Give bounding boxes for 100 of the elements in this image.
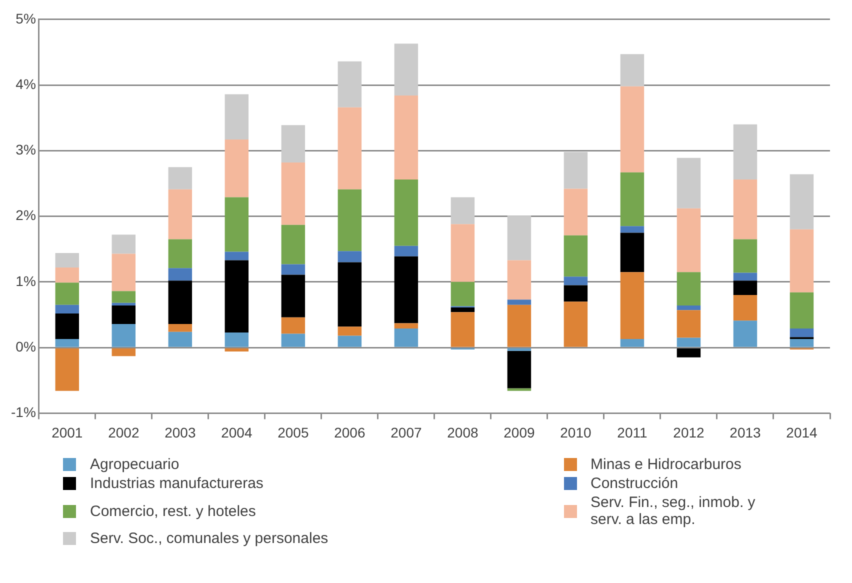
bar <box>338 107 362 190</box>
bar <box>450 197 475 224</box>
bar <box>55 267 80 283</box>
bar <box>507 216 532 260</box>
bar <box>676 272 701 306</box>
bar <box>168 268 192 281</box>
y-tick-label: 2% <box>16 207 36 224</box>
bar <box>338 61 362 108</box>
bar <box>112 306 136 324</box>
bar <box>338 336 362 347</box>
bar <box>338 251 362 262</box>
x-tick-label: 2013 <box>730 424 762 440</box>
bar <box>564 285 588 302</box>
bar <box>790 339 814 347</box>
y-tick-label: 5% <box>16 10 36 26</box>
bar <box>112 302 136 306</box>
bar <box>450 282 475 306</box>
y-tick-label: 1% <box>16 272 36 289</box>
bar <box>55 348 80 391</box>
bar <box>394 44 418 96</box>
bar <box>168 332 192 347</box>
bar <box>112 291 136 303</box>
x-tick-label: 2008 <box>447 424 478 440</box>
legend-label: Serv. Soc., comunales y personales <box>90 530 328 547</box>
bar <box>450 224 475 282</box>
y-tick-label: 0% <box>16 338 36 354</box>
bar <box>168 280 192 324</box>
bar <box>224 332 249 347</box>
bar <box>507 260 532 300</box>
bar <box>620 272 644 340</box>
bar <box>55 339 80 347</box>
bar <box>733 272 758 281</box>
bar <box>112 324 136 347</box>
bar <box>564 152 588 189</box>
bar <box>620 172 644 226</box>
bar <box>507 348 532 351</box>
bar <box>733 280 758 296</box>
bar <box>224 197 249 252</box>
y-tick-label: 4% <box>16 76 36 92</box>
legend-label: Industrias manufactureras <box>90 475 264 492</box>
x-tick-label: 2010 <box>560 424 592 440</box>
bar <box>450 312 475 347</box>
bar <box>620 54 644 86</box>
x-tick-label: 2005 <box>278 424 309 440</box>
legend-label: Minas e Hidrocarburos <box>590 456 742 473</box>
bar <box>733 295 758 321</box>
bar <box>168 239 192 268</box>
bar <box>394 246 418 256</box>
bar <box>507 350 532 388</box>
bar <box>281 162 306 225</box>
bar <box>394 96 418 180</box>
bar <box>676 306 701 310</box>
bar <box>564 188 588 236</box>
x-tick-label: 2009 <box>504 424 535 440</box>
y-tick-label: -1% <box>10 404 36 420</box>
x-tick-label: 2003 <box>164 424 196 440</box>
x-tick-label: 2001 <box>52 424 83 440</box>
bar <box>507 300 532 305</box>
bar <box>55 313 80 340</box>
bar <box>507 388 532 391</box>
bar <box>676 208 701 272</box>
bar <box>676 338 701 347</box>
bar <box>733 124 758 180</box>
bar <box>564 276 588 286</box>
bar <box>338 326 362 336</box>
bar <box>168 167 192 190</box>
bar <box>281 264 306 275</box>
bar <box>564 302 588 347</box>
x-tick-label: 2006 <box>334 424 366 440</box>
bar <box>620 226 644 233</box>
x-tick-label: 2011 <box>617 424 648 440</box>
bar <box>790 292 814 329</box>
bar <box>55 282 80 305</box>
bar <box>281 274 306 318</box>
bar <box>224 260 249 332</box>
bar <box>112 234 136 254</box>
bar <box>676 348 701 358</box>
legend-label: Construcción <box>590 475 678 492</box>
bar <box>224 140 249 198</box>
bar <box>733 239 758 273</box>
bar <box>168 324 192 332</box>
bar <box>281 334 306 347</box>
bar <box>112 348 136 356</box>
bar <box>620 232 644 272</box>
legend-label: Comercio, rest. y hoteles <box>90 502 256 520</box>
x-tick-label: 2004 <box>221 424 252 440</box>
bar <box>281 224 306 264</box>
x-tick-label: 2002 <box>108 424 140 440</box>
bar <box>55 253 80 268</box>
legend-label: Serv. Fin., seg., inmob. y serv. a las emp. <box>590 494 756 528</box>
bar <box>224 348 249 352</box>
bar <box>281 317 306 334</box>
bar <box>281 125 306 162</box>
bar <box>564 235 588 277</box>
bar <box>338 262 362 327</box>
bar <box>790 174 814 230</box>
legend-label: Agropecuario <box>90 456 180 473</box>
bar <box>168 189 192 240</box>
bar <box>790 229 814 292</box>
y-tick-label: 3% <box>16 142 36 158</box>
